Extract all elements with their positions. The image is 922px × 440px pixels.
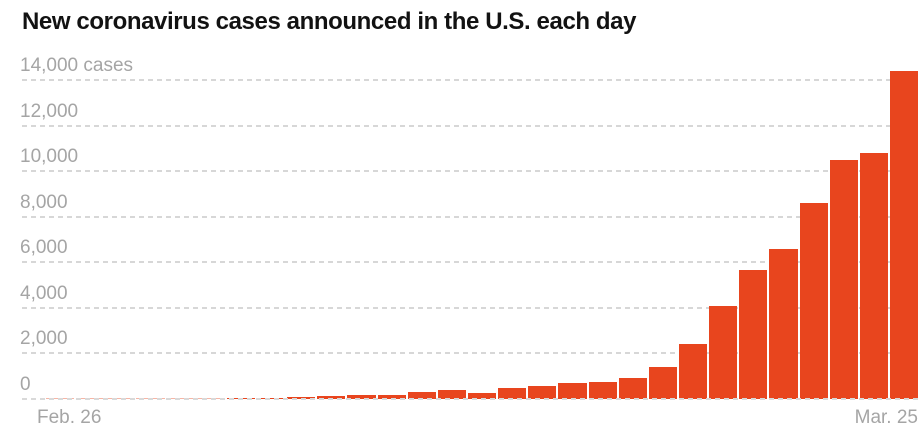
y-axis-tick-label: 10,000 — [20, 146, 79, 168]
y-axis-tick-label: 2,000 — [20, 328, 68, 350]
gridline — [22, 124, 918, 127]
bar[interactable] — [407, 391, 436, 399]
bar[interactable] — [829, 159, 858, 399]
bar[interactable] — [498, 387, 527, 399]
bar[interactable] — [769, 249, 798, 399]
gridline — [22, 170, 918, 173]
y-axis-tick-label: 8,000 — [20, 191, 68, 213]
y-axis-tick-label: 4,000 — [20, 282, 68, 304]
zero-gridline — [22, 398, 918, 400]
bar[interactable] — [709, 306, 738, 399]
bar[interactable] — [558, 383, 587, 399]
plot-area: 0 2,000 4,000 6,000 8,000 10,000 12,000 14,000 … — [20, 56, 919, 400]
bar[interactable] — [648, 367, 677, 399]
bar[interactable] — [467, 393, 497, 399]
chart-title: New coronavirus cases announced in the U… — [22, 8, 637, 35]
bar[interactable] — [528, 385, 557, 399]
bar[interactable] — [859, 152, 888, 399]
y-axis-tick-label: 12,000 — [20, 100, 79, 122]
bar[interactable] — [287, 396, 316, 399]
bar[interactable] — [618, 377, 647, 399]
gridline — [22, 261, 918, 264]
gridline — [22, 306, 918, 309]
bar[interactable] — [347, 395, 376, 399]
gridline — [22, 352, 918, 355]
bar[interactable] — [377, 395, 406, 399]
y-axis-tick-label: 6,000 — [20, 237, 68, 259]
gridline — [22, 79, 918, 81]
bar[interactable] — [889, 70, 919, 399]
gridline — [22, 215, 918, 218]
y-axis-tick-label: 14,000 cases — [20, 55, 134, 76]
bar[interactable] — [678, 343, 708, 399]
bar[interactable] — [588, 382, 617, 399]
x-axis-label-start: Feb. 26 — [37, 407, 102, 428]
bar[interactable] — [437, 389, 466, 399]
bars — [46, 50, 919, 399]
x-axis-label-end: Mar. 25 — [854, 407, 918, 428]
y-axis-tick-label: 0 — [20, 374, 31, 395]
bar[interactable] — [799, 203, 828, 399]
bar[interactable] — [317, 396, 346, 399]
bar[interactable] — [739, 270, 768, 399]
